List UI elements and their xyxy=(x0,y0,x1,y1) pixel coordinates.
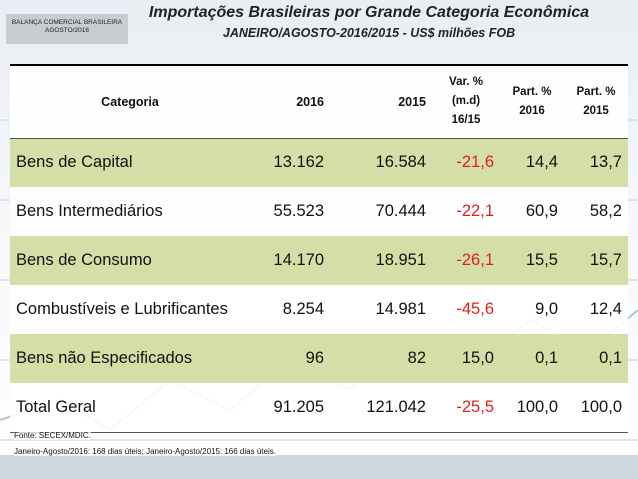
table-row: Bens de Capital 13.162 16.584 -21,6 14,4… xyxy=(10,138,628,187)
row-value-2015: 70.444 xyxy=(375,202,426,220)
row-value-2016: 91.205 xyxy=(273,397,324,416)
row-share-2016: 14,4 xyxy=(525,153,558,172)
row-category: Bens de Capital xyxy=(16,153,133,172)
row-share-2016: 0,1 xyxy=(535,349,558,367)
row-share-2015: 58,2 xyxy=(589,202,622,220)
row-category: Total Geral xyxy=(16,397,96,416)
header-share-2016: Part. % 2016 xyxy=(500,65,564,138)
header-variation-line3: 16/15 xyxy=(451,114,481,127)
report-badge-line2: AGOSTO/2016 xyxy=(45,27,89,34)
row-variation: -22,1 xyxy=(456,202,494,220)
header-variation-line1: Var. % xyxy=(449,76,483,89)
row-category: Bens não Especificados xyxy=(16,349,193,367)
table-row: Bens não Especificados 96 82 15,0 0,1 0,… xyxy=(10,334,628,383)
working-days-note: Janeiro-Agosto/2016: 168 dias úteis; Jan… xyxy=(14,447,276,456)
row-category: Bens de Consumo xyxy=(16,251,152,269)
table-row: Bens de Consumo 14.170 18.951 -26,1 15,5… xyxy=(10,236,628,285)
row-share-2015: 100,0 xyxy=(580,397,622,416)
row-variation: 15,0 xyxy=(461,349,494,367)
imports-table: Categoria 2016 2015 Var. % (m.d) 16/15 P… xyxy=(10,64,628,433)
header-share-2015-line1: Part. % xyxy=(576,85,616,98)
row-value-2016: 14.170 xyxy=(273,251,324,269)
report-badge: BALANÇA COMERCIAL BRASILEIRA AGOSTO/2016 xyxy=(6,14,128,44)
row-value-2015: 18.951 xyxy=(375,251,426,269)
header-category: Categoria xyxy=(101,94,159,109)
report-badge-line1: BALANÇA COMERCIAL BRASILEIRA xyxy=(11,19,123,26)
row-value-2016: 13.162 xyxy=(273,153,324,172)
row-value-2016: 8.254 xyxy=(282,300,324,318)
row-share-2015: 15,7 xyxy=(589,251,622,269)
row-category: Combustíveis e Lubrificantes xyxy=(16,300,228,318)
row-value-2015: 82 xyxy=(407,349,426,367)
row-value-2016: 55.523 xyxy=(273,202,324,220)
row-share-2015: 12,4 xyxy=(589,300,622,318)
header-share-2016-line1: Part. % xyxy=(512,85,552,98)
row-share-2016: 15,5 xyxy=(525,251,558,269)
header-share-2015-line2: 2015 xyxy=(583,104,609,117)
source-note: Fonte: SECEX/MDIC. xyxy=(14,431,91,440)
row-share-2016: 9,0 xyxy=(535,300,558,318)
row-variation: -45,6 xyxy=(456,300,494,318)
header-share-2016-line2: 2016 xyxy=(519,104,545,117)
row-variation: -25,5 xyxy=(456,397,494,416)
header-variation: Var. % (m.d) 16/15 xyxy=(432,65,500,138)
row-value-2016: 96 xyxy=(305,349,324,367)
row-value-2015: 14.981 xyxy=(375,300,426,318)
header-variation-line2: (m.d) xyxy=(451,95,481,108)
row-share-2015: 0,1 xyxy=(599,349,622,367)
row-value-2015: 16.584 xyxy=(375,153,426,172)
header-2016: 2016 xyxy=(296,94,324,109)
row-category: Bens Intermediários xyxy=(16,202,163,220)
row-value-2015: 121.042 xyxy=(366,397,426,416)
table-row: Bens Intermediários 55.523 70.444 -22,1 … xyxy=(10,187,628,236)
row-share-2016: 100,0 xyxy=(516,397,558,416)
row-share-2015: 13,7 xyxy=(589,153,622,172)
table-header-row: Categoria 2016 2015 Var. % (m.d) 16/15 P… xyxy=(10,65,628,138)
header-share-2015: Part. % 2015 xyxy=(564,65,628,138)
page-subtitle: JANEIRO/AGOSTO-2016/2015 - US$ milhões F… xyxy=(222,26,516,40)
table-total-row: Total Geral 91.205 121.042 -25,5 100,0 1… xyxy=(10,383,628,432)
row-variation: -21,6 xyxy=(456,153,494,172)
row-share-2016: 60,9 xyxy=(525,202,558,220)
table-row: Combustíveis e Lubrificantes 8.254 14.98… xyxy=(10,285,628,334)
page-title: Importações Brasileiras por Grande Categ… xyxy=(148,4,590,21)
header-2015: 2015 xyxy=(398,94,426,109)
row-variation: -26,1 xyxy=(456,251,494,269)
